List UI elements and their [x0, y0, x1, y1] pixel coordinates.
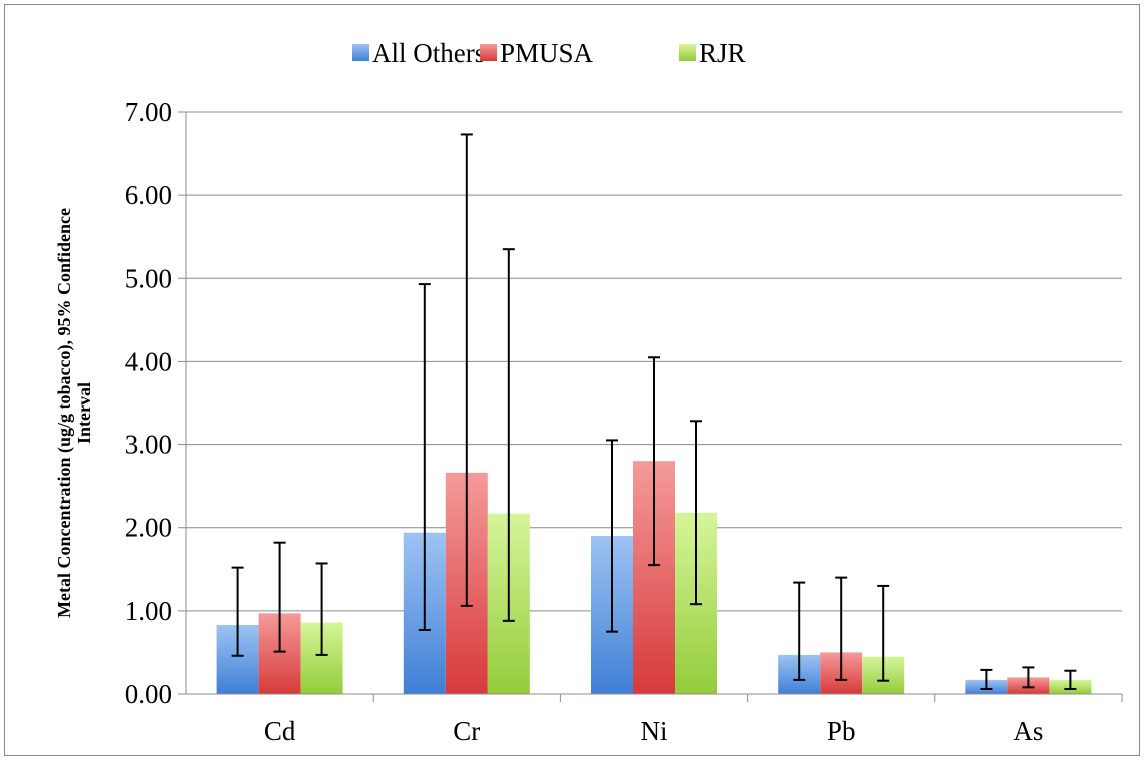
- error-bar: [793, 581, 806, 681]
- legend-swatch: [480, 44, 497, 61]
- legend: All Others PMUSA RJR: [352, 38, 746, 68]
- y-tick-label: 7.00: [125, 97, 172, 127]
- x-tick-label: Pb: [827, 716, 856, 746]
- error-bars: [231, 133, 1077, 691]
- y-tick-label: 5.00: [125, 263, 172, 293]
- error-bar: [648, 356, 660, 567]
- legend-swatch: [352, 44, 369, 61]
- x-tick-label: As: [1013, 716, 1043, 746]
- y-tick-label: 6.00: [125, 180, 172, 210]
- error-bar: [231, 566, 244, 657]
- error-bar: [835, 576, 848, 681]
- error-bar: [273, 541, 286, 653]
- error-bar: [502, 248, 515, 622]
- legend-item: RJR: [679, 38, 746, 68]
- error-bar: [418, 283, 431, 631]
- legend-label: All Others: [372, 38, 485, 68]
- legend-item: PMUSA: [480, 38, 594, 68]
- x-tick-label: Cr: [453, 716, 480, 746]
- gridlines: [186, 111, 1122, 612]
- error-bar: [1022, 666, 1035, 689]
- error-bar: [980, 668, 993, 691]
- y-axis-title: Metal Concentration (ug/g tobacco), 95% …: [54, 208, 94, 618]
- legend-label: RJR: [699, 38, 746, 68]
- y-tick-label: 4.00: [125, 346, 172, 376]
- error-bar: [1064, 669, 1077, 691]
- y-tick-label: 2.00: [125, 513, 172, 543]
- x-tick-label: Cd: [264, 716, 296, 746]
- y-tick-label: 0.00: [125, 679, 172, 709]
- error-bar: [315, 562, 328, 656]
- y-tick-label: 1.00: [125, 596, 172, 626]
- x-tick-label: Ni: [641, 716, 668, 746]
- error-bar: [606, 439, 618, 633]
- legend-label: PMUSA: [500, 38, 594, 68]
- error-bar: [690, 420, 702, 606]
- y-tick-label: 3.00: [125, 430, 172, 460]
- legend-swatch: [679, 44, 696, 61]
- chart-frame: [4, 4, 1140, 756]
- axes: 0.00 1.00 2.00 3.00 4.00 5.00 6.00 7.00 Cd Cr Ni Pb…: [125, 97, 1123, 746]
- legend-item: All Others: [352, 38, 485, 68]
- error-bar: [877, 584, 890, 682]
- error-bar: [460, 133, 473, 607]
